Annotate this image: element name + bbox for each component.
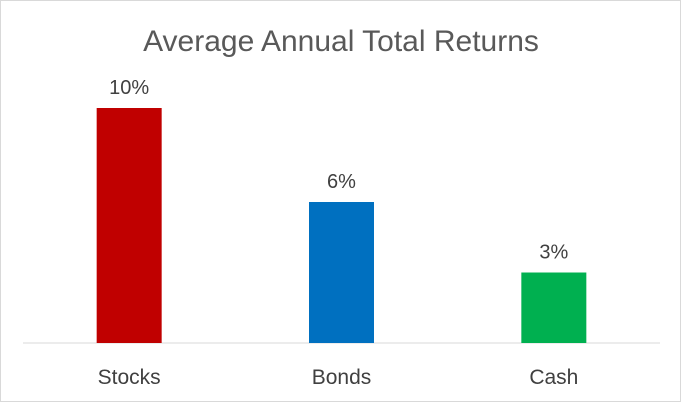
bars-layer [96,108,587,343]
category-label-stocks: Stocks [98,366,161,389]
data-label-bonds: 6% [327,171,356,193]
data-label-stocks: 10% [109,77,149,99]
category-label-bonds: Bonds [312,366,372,389]
chart-title: Average Annual Total Returns [143,25,539,58]
category-label-cash: Cash [529,366,578,389]
data-label-cash: 3% [539,242,568,264]
bar-cash [521,272,587,343]
labels-layer: 10% Stocks 6% Bonds 3% Cash [98,77,579,389]
bar-stocks [96,108,162,343]
bar-bonds [309,202,374,343]
